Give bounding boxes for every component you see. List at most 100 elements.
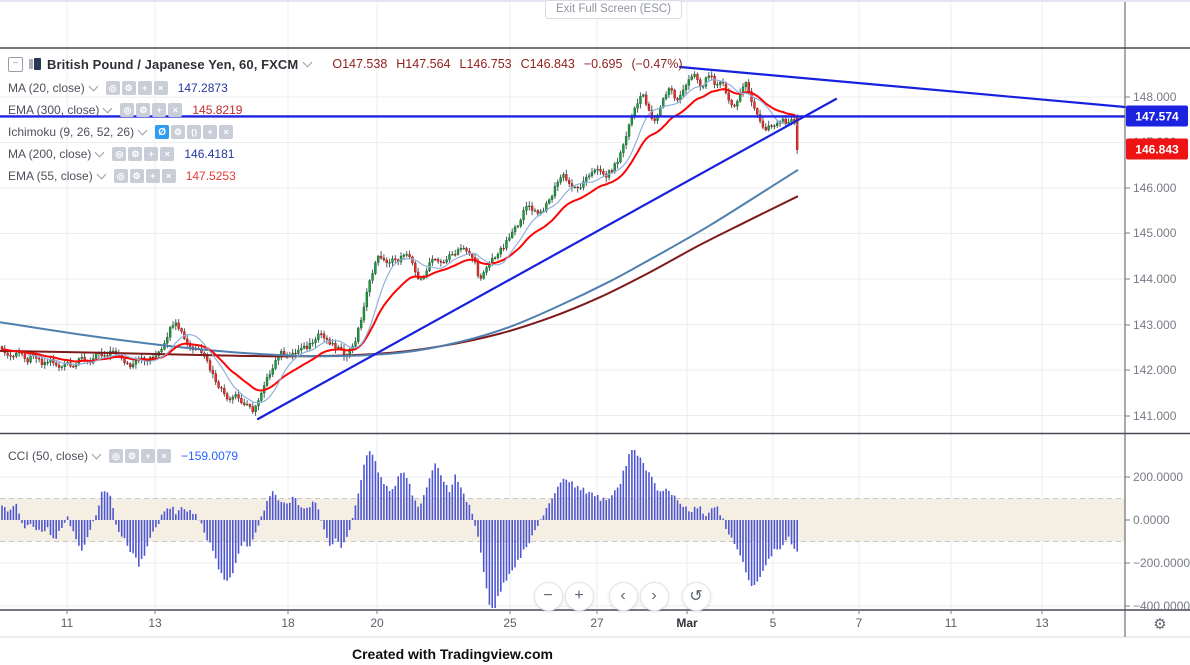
gear-icon[interactable]: ⚙ — [125, 449, 140, 463]
eye-icon[interactable]: ◎ — [120, 103, 135, 117]
time-axis-label: 13 — [1035, 616, 1049, 630]
indicator-label: MA (200, close) — [8, 147, 92, 161]
symbol-row[interactable]: − British Pound / Japanese Yen, 60, FXCM… — [8, 54, 683, 74]
gear-icon[interactable]: ⚙ — [136, 103, 151, 117]
ohlc-values: O147.538 H147.564 L146.753 C146.843 −0.695 (−… — [332, 57, 682, 71]
ma20-line — [27, 79, 798, 404]
price-axis-label: 200.0000 — [1133, 470, 1184, 484]
exit-fullscreen-button[interactable]: Exit Full Screen (ESC) — [545, 0, 683, 19]
eye-icon[interactable]: ◎ — [109, 449, 124, 463]
eye-off-icon[interactable]: Ø — [155, 125, 170, 139]
price-axis-label: −200.0000 — [1133, 556, 1190, 570]
cci-value: −159.0079 — [181, 449, 239, 463]
scroll-left-button[interactable]: ‹ — [608, 581, 638, 611]
indicator-label: MA (20, close) — [8, 81, 85, 95]
price-axis-label: 0.0000 — [1133, 513, 1170, 527]
indicator-icon-buttons: Ø ⚙{} + × — [155, 125, 234, 139]
trendline-2 — [678, 65, 1127, 109]
indicator-label: EMA (55, close) — [8, 169, 93, 183]
indicator-value: 147.5253 — [185, 169, 236, 183]
indicator-row[interactable]: EMA (55, close) ◎ ⚙ + × 147.5253 — [8, 165, 683, 187]
indicator-row[interactable]: EMA (300, close) ◎ ⚙ + × 145.8219 — [8, 99, 683, 121]
tradingview-watermark: Created with Tradingview.com — [352, 646, 553, 662]
chevron-down-icon[interactable] — [137, 125, 148, 135]
chevron-down-icon[interactable] — [94, 147, 105, 157]
chevron-down-icon[interactable] — [102, 103, 113, 113]
close-icon[interactable]: × — [219, 125, 234, 139]
close-icon[interactable]: × — [168, 103, 183, 117]
symbol-title[interactable]: British Pound / Japanese Yen, 60, FXCM — [47, 56, 299, 72]
close-icon[interactable]: × — [160, 147, 175, 161]
cci-icon-buttons: ◎ ⚙ + × — [109, 449, 172, 463]
indicator-icon-buttons: ◎ ⚙ + × — [112, 147, 175, 161]
price-axis-label: 142.000 — [1133, 363, 1177, 377]
time-axis-label: 5 — [769, 616, 777, 630]
gear-icon[interactable]: ⚙ — [171, 125, 186, 139]
ema55-line — [1, 88, 798, 392]
time-axis-label: 7 — [855, 616, 863, 630]
gear-icon[interactable]: ⚙ — [121, 81, 136, 95]
price-axis-label: −400.0000 — [1133, 599, 1190, 613]
gear-icon[interactable]: ⚙ — [128, 147, 143, 161]
close-icon[interactable]: × — [153, 81, 168, 95]
indicator-row[interactable]: Ichimoku (9, 26, 52, 26) Ø ⚙{} + × — [8, 121, 683, 143]
cci-legend-row[interactable]: CCI (50, close) ◎ ⚙ + × −159.0079 — [8, 445, 238, 467]
eye-icon[interactable]: ◎ — [113, 169, 128, 183]
ohlc-part: L146.753 — [459, 57, 512, 71]
plus-icon[interactable]: + — [144, 147, 159, 161]
time-axis-label: 18 — [281, 616, 295, 630]
collapse-legend-icon[interactable]: − — [8, 56, 23, 72]
indicator-row[interactable]: MA (200, close) ◎ ⚙ + × 146.4181 — [8, 143, 683, 165]
indicator-label: Ichimoku (9, 26, 52, 26) — [8, 125, 135, 139]
indicator-icon-buttons: ◎ ⚙ + × — [113, 169, 176, 183]
cci-band — [0, 498, 1125, 542]
indicator-label: EMA (300, close) — [8, 103, 100, 117]
time-axis-label: 27 — [590, 616, 604, 630]
time-axis[interactable]: 11 13 18 20 25 27 Mar 5 7 11 13 — [0, 610, 1190, 638]
plus-icon[interactable]: + — [203, 125, 218, 139]
reset-chart-button[interactable]: ↺ — [681, 581, 711, 611]
time-axis-settings-gear-icon[interactable]: ⚙ — [1153, 616, 1167, 633]
gear-icon[interactable]: ⚙ — [129, 169, 144, 183]
plus-icon[interactable]: + — [145, 169, 160, 183]
candlestick-series — [0, 71, 799, 416]
price-axis-label: 144.000 — [1133, 272, 1177, 286]
price-axis-label: 143.000 — [1133, 318, 1177, 332]
eye-icon[interactable]: ◎ — [112, 147, 127, 161]
price-axis-label: 146.000 — [1133, 181, 1177, 195]
plus-icon[interactable]: + — [141, 449, 156, 463]
plus-icon[interactable]: + — [137, 81, 152, 95]
ohlc-part: O147.538 — [332, 57, 388, 71]
ma200-line — [0, 168, 799, 358]
chevron-down-icon[interactable] — [91, 449, 102, 459]
time-axis-label: 13 — [148, 616, 162, 630]
chevron-down-icon[interactable] — [96, 169, 107, 179]
scroll-right-button[interactable]: › — [639, 581, 669, 611]
trendline-1 — [256, 97, 838, 421]
indicator-value: 145.8219 — [192, 103, 243, 117]
eye-icon[interactable]: ◎ — [105, 81, 120, 95]
time-axis-label: 11 — [944, 616, 958, 630]
zoom-out-button[interactable]: − — [533, 581, 563, 611]
chevron-down-icon[interactable] — [88, 81, 99, 91]
chart-canvas[interactable] — [0, 0, 1190, 645]
price-axis[interactable]: 148.000147.000146.000145.000144.000143.0… — [1125, 0, 1190, 613]
chevron-down-icon[interactable] — [302, 57, 313, 67]
indicator-icon-buttons: ◎ ⚙ + × — [105, 81, 168, 95]
close-icon[interactable]: × — [161, 169, 176, 183]
last-price-label: 146.843 — [1126, 138, 1188, 160]
close-icon[interactable]: × — [157, 449, 172, 463]
zoom-in-button[interactable]: + — [564, 581, 594, 611]
price-axis-label: 148.000 — [1133, 90, 1177, 104]
indicator-value: 147.2873 — [177, 81, 228, 95]
legend: − British Pound / Japanese Yen, 60, FXCM… — [8, 54, 683, 187]
braces-icon[interactable]: {} — [187, 125, 202, 139]
series-style-icon — [29, 58, 41, 70]
plus-icon[interactable]: + — [152, 103, 167, 117]
price-axis-label: 145.000 — [1133, 226, 1177, 240]
indicator-row[interactable]: MA (20, close) ◎ ⚙ + × 147.2873 — [8, 77, 683, 99]
ema300-line — [0, 195, 799, 358]
time-axis-label: 20 — [370, 616, 384, 630]
ohlc-part: H147.564 — [396, 57, 451, 71]
time-axis-label: 25 — [503, 616, 517, 630]
